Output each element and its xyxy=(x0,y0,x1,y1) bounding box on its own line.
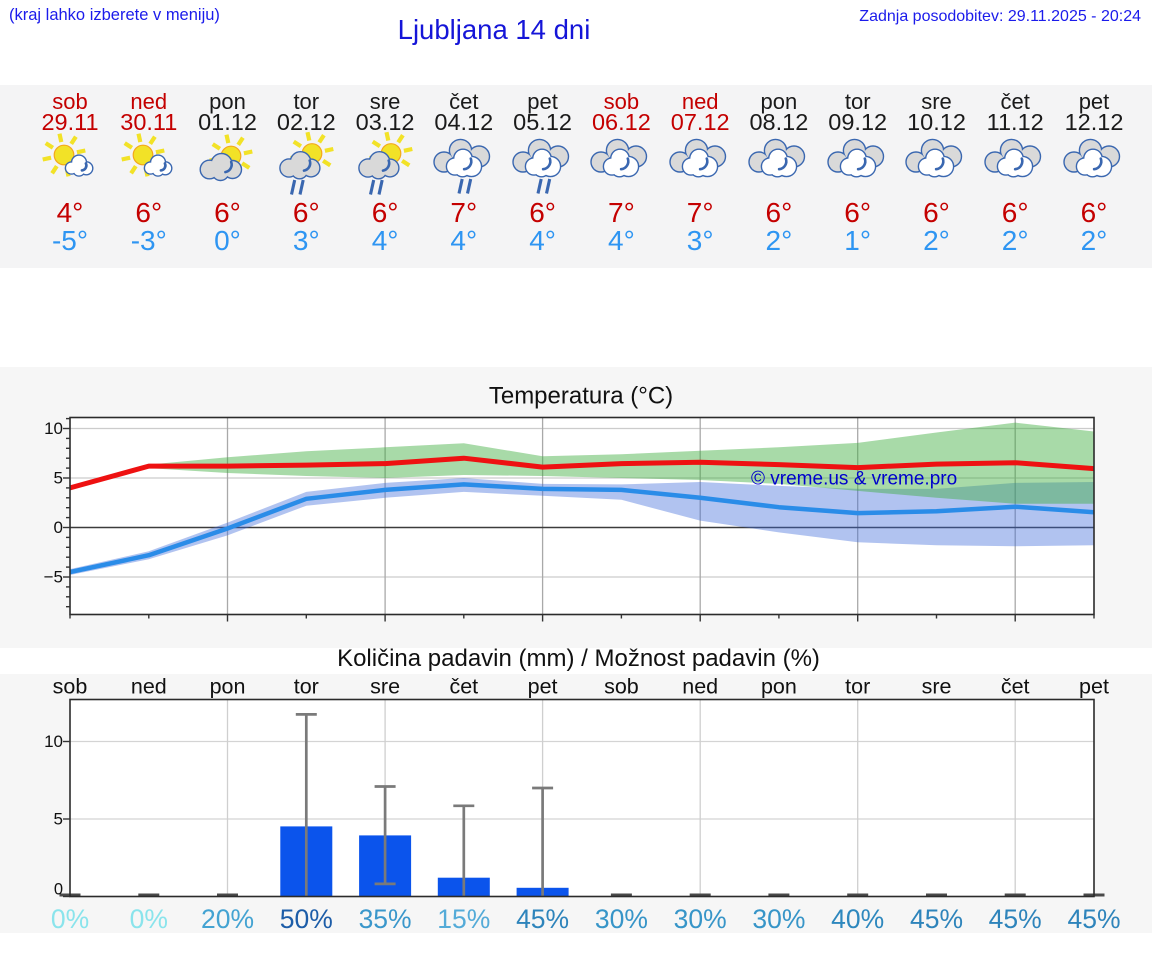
svg-text:ned: ned xyxy=(131,674,167,698)
svg-text:45%: 45% xyxy=(989,904,1042,933)
svg-text:čet: čet xyxy=(1001,674,1030,698)
svg-text:10: 10 xyxy=(44,419,63,438)
svg-text:30%: 30% xyxy=(674,904,727,933)
svg-text:pet: pet xyxy=(1079,674,1109,698)
svg-text:5: 5 xyxy=(54,469,63,488)
svg-text:ned: ned xyxy=(682,674,718,698)
svg-text:pon: pon xyxy=(761,674,797,698)
svg-text:40%: 40% xyxy=(831,904,884,933)
svg-text:30%: 30% xyxy=(595,904,648,933)
svg-text:10: 10 xyxy=(44,732,63,751)
svg-text:35%: 35% xyxy=(359,904,412,933)
svg-text:20%: 20% xyxy=(201,904,254,933)
svg-text:0%: 0% xyxy=(51,904,89,933)
svg-text:45%: 45% xyxy=(516,904,569,933)
svg-text:sob: sob xyxy=(53,674,88,698)
svg-text:sre: sre xyxy=(922,674,952,698)
svg-text:pet: pet xyxy=(528,674,558,698)
svg-text:sob: sob xyxy=(604,674,639,698)
svg-text:45%: 45% xyxy=(1067,904,1120,933)
svg-text:15%: 15% xyxy=(437,904,490,933)
svg-text:Temperatura (°C): Temperatura (°C) xyxy=(489,383,673,410)
svg-text:čet: čet xyxy=(449,674,478,698)
svg-text:0%: 0% xyxy=(130,904,168,933)
svg-text:50%: 50% xyxy=(280,904,333,933)
svg-text:0: 0 xyxy=(54,518,63,537)
svg-text:0: 0 xyxy=(54,881,63,899)
svg-text:−5: −5 xyxy=(44,568,63,587)
svg-text:30%: 30% xyxy=(752,904,805,933)
svg-text:© vreme.us & vreme.pro: © vreme.us & vreme.pro xyxy=(751,469,957,490)
svg-text:45%: 45% xyxy=(910,904,963,933)
svg-text:tor: tor xyxy=(294,674,319,698)
svg-text:sre: sre xyxy=(370,674,400,698)
svg-text:pon: pon xyxy=(210,674,246,698)
svg-text:5: 5 xyxy=(54,810,63,829)
svg-text:tor: tor xyxy=(845,674,870,698)
